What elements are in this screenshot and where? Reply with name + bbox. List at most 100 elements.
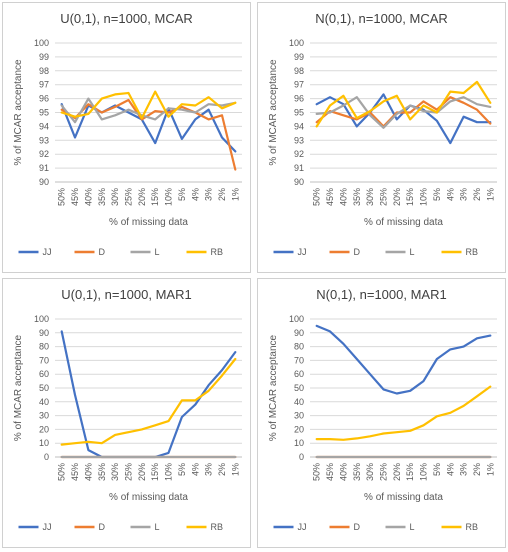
chart-4-x-tick-label-8: 10%	[419, 463, 429, 481]
chart-4-legend-label-jj: JJ	[298, 522, 307, 532]
chart-1-y-tick-label-91: 91	[39, 163, 49, 173]
chart-1-x-tick-label-7: 15%	[150, 188, 160, 206]
chart-3-x-tick-label-4: 30%	[110, 463, 120, 481]
chart-4-x-tick-label-10: 4%	[445, 463, 455, 476]
chart-1-x-tick-label-1: 45%	[70, 188, 80, 206]
chart-2-y-tick-label-94: 94	[294, 121, 304, 131]
chart-1-x-tick-label-4: 30%	[110, 188, 120, 206]
chart-4-x-tick-label-2: 40%	[338, 463, 348, 481]
chart-4-x-tick-label-1: 45%	[325, 463, 335, 481]
chart-2-y-tick-label-96: 96	[294, 94, 304, 104]
chart-2-x-tick-label-9: 5%	[432, 188, 442, 201]
chart-4-legend-label-d: D	[354, 522, 361, 532]
chart-3-y-axis-label: % of MCAR acceptance	[13, 334, 24, 441]
chart-2-y-tick-label-97: 97	[294, 80, 304, 90]
chart-3-y-tick-label-20: 20	[39, 424, 49, 434]
chart-3-y-tick-label-10: 10	[39, 438, 49, 448]
chart-2-legend-label-jj: JJ	[298, 247, 307, 257]
chart-4-y-tick-label-10: 10	[294, 438, 304, 448]
chart-1-title: U(0,1), n=1000, MCAR	[60, 11, 193, 26]
chart-4-x-tick-label-11: 3%	[459, 463, 469, 476]
chart-3-x-tick-label-3: 35%	[97, 463, 107, 481]
chart-3-legend-label-d: D	[99, 522, 106, 532]
chart-3-x-tick-label-5: 25%	[123, 463, 133, 481]
chart-4-y-tick-label-30: 30	[294, 411, 304, 421]
chart-2-x-tick-label-3: 35%	[352, 188, 362, 206]
chart-2-x-tick-label-2: 40%	[338, 188, 348, 206]
chart-2-y-tick-label-100: 100	[289, 38, 304, 48]
chart-1-series-line-jj	[60, 103, 237, 153]
chart-4-series-line-rb	[315, 385, 492, 441]
chart-2-x-tick-label-1: 45%	[325, 188, 335, 206]
chart-3-x-tick-label-6: 20%	[137, 463, 147, 481]
chart-4-x-tick-label-6: 20%	[392, 463, 402, 481]
chart-2-y-axis-label: % of MCAR acceptance	[268, 59, 279, 166]
chart-1-series-line-l	[60, 97, 237, 124]
chart-4-y-tick-label-60: 60	[294, 369, 304, 379]
chart-3-x-axis-label: % of missing data	[109, 492, 188, 503]
chart-4-legend-label-l: L	[410, 522, 415, 532]
chart-1-y-tick-label-97: 97	[39, 80, 49, 90]
chart-3-y-tick-label-60: 60	[39, 369, 49, 379]
chart-3-y-tick-label-100: 100	[34, 314, 49, 324]
chart-4-y-tick-label-40: 40	[294, 397, 304, 407]
chart-1-x-tick-label-12: 2%	[217, 188, 227, 201]
chart-panel-4: N(0,1), n=1000, MAR1 0 10 20 30 40 50 60 70 80 90 1…	[257, 278, 506, 548]
chart-2-legend-label-rb: RB	[466, 247, 479, 257]
chart-4-y-axis-label: % of MCAR acceptance	[268, 334, 279, 441]
chart-3-x-tick-label-11: 3%	[204, 463, 214, 476]
chart-2-x-tick-label-5: 25%	[378, 188, 388, 206]
chart-3-series-line-jj	[60, 330, 237, 459]
chart-3-x-tick-label-2: 40%	[83, 463, 93, 481]
chart-2-series-line-rb	[315, 80, 492, 128]
chart-3-y-tick-label-90: 90	[39, 328, 49, 338]
chart-4-x-tick-label-9: 5%	[432, 463, 442, 476]
chart-4-x-tick-label-12: 2%	[472, 463, 482, 476]
chart-3-x-tick-label-9: 5%	[177, 463, 187, 476]
chart-2-x-tick-label-12: 2%	[472, 188, 482, 201]
chart-4-x-axis-label: % of missing data	[364, 492, 443, 503]
chart-2-y-tick-label-92: 92	[294, 149, 304, 159]
chart-3-legend-label-jj: JJ	[43, 522, 52, 532]
chart-3-legend-label-l: L	[155, 522, 160, 532]
chart-4-x-tick-label-7: 15%	[405, 463, 415, 481]
chart-1-y-tick-label-90: 90	[39, 177, 49, 187]
chart-2-legend-label-l: L	[410, 247, 415, 257]
chart-2-series-line-d	[315, 96, 492, 128]
chart-2-title: N(0,1), n=1000, MCAR	[315, 11, 448, 26]
chart-2-legend-label-d: D	[354, 247, 361, 257]
chart-3: U(0,1), n=1000, MAR1 0 10 20 30 40 50 60 70 80 90 1…	[13, 287, 242, 532]
chart-2-x-tick-label-7: 15%	[405, 188, 415, 206]
chart-1-y-tick-label-98: 98	[39, 66, 49, 76]
chart-1-x-axis-label: % of missing data	[109, 217, 188, 228]
chart-1-x-tick-label-9: 5%	[177, 188, 187, 201]
chart-1-x-tick-label-0: 50%	[57, 188, 67, 206]
chart-2-x-tick-label-0: 50%	[312, 188, 322, 206]
chart-3-x-tick-label-0: 50%	[57, 463, 67, 481]
chart-4-x-tick-label-0: 50%	[312, 463, 322, 481]
chart-3-y-tick-label-70: 70	[39, 355, 49, 365]
chart-2-y-tick-label-91: 91	[294, 163, 304, 173]
chart-3-x-tick-label-12: 2%	[217, 463, 227, 476]
chart-2-y-tick-label-98: 98	[294, 66, 304, 76]
chart-2-series-line-jj	[315, 93, 492, 145]
chart-1-series-line-d	[60, 98, 237, 171]
chart-3-x-tick-label-13: 1%	[230, 463, 240, 476]
chart-4-title: N(0,1), n=1000, MAR1	[316, 287, 446, 302]
chart-2: N(0,1), n=1000, MCAR 90 91 92 93 94 95 96 97 98 99…	[268, 11, 497, 257]
chart-2-x-tick-label-13: 1%	[485, 188, 495, 201]
chart-4-x-tick-label-5: 25%	[378, 463, 388, 481]
chart-1-legend-label-l: L	[155, 247, 160, 257]
chart-4-x-tick-label-13: 1%	[485, 463, 495, 476]
chart-1-y-tick-label-100: 100	[34, 38, 49, 48]
chart-1-y-axis-label: % of MCAR acceptance	[13, 59, 24, 166]
chart-1-y-tick-label-99: 99	[39, 52, 49, 62]
chart-2-x-axis-label: % of missing data	[364, 217, 443, 228]
chart-1-legend-label-d: D	[99, 247, 106, 257]
chart-1-legend-label-jj: JJ	[43, 247, 52, 257]
chart-1-x-tick-label-11: 3%	[204, 188, 214, 201]
chart-4-x-tick-label-4: 30%	[365, 463, 375, 481]
chart-1-x-tick-label-8: 10%	[164, 188, 174, 206]
chart-4-y-tick-label-20: 20	[294, 424, 304, 434]
